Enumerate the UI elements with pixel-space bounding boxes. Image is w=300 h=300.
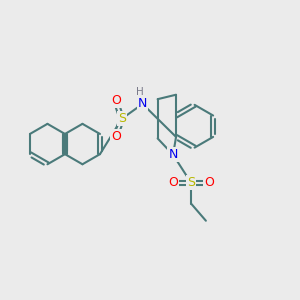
Text: O: O	[168, 176, 178, 189]
Text: S: S	[118, 112, 126, 125]
Text: O: O	[111, 130, 121, 143]
Text: N: N	[138, 98, 147, 110]
Text: O: O	[204, 176, 214, 189]
Text: H: H	[136, 87, 143, 97]
Text: S: S	[187, 176, 195, 189]
Text: O: O	[111, 94, 121, 107]
Text: N: N	[168, 148, 178, 161]
